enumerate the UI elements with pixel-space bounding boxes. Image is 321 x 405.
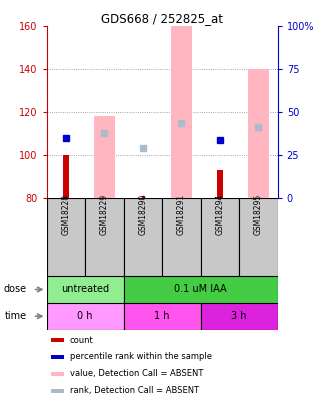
- Bar: [124, 303, 201, 330]
- Bar: [47, 276, 124, 303]
- Title: GDS668 / 252825_at: GDS668 / 252825_at: [101, 12, 223, 25]
- Bar: [94, 116, 115, 198]
- Text: GSM18291: GSM18291: [177, 194, 186, 235]
- Bar: [248, 69, 269, 198]
- Bar: [201, 303, 278, 330]
- Bar: [124, 198, 162, 276]
- Text: 0.1 uM IAA: 0.1 uM IAA: [174, 284, 227, 294]
- Text: 3 h: 3 h: [231, 311, 247, 321]
- Bar: [171, 26, 192, 198]
- Text: GSM18290: GSM18290: [138, 194, 147, 235]
- Text: value, Detection Call = ABSENT: value, Detection Call = ABSENT: [70, 369, 203, 378]
- Text: GSM18229: GSM18229: [100, 194, 109, 235]
- Text: untreated: untreated: [61, 284, 109, 294]
- Bar: [201, 198, 239, 276]
- Bar: [162, 198, 201, 276]
- Bar: [124, 276, 278, 303]
- Bar: [51, 338, 64, 342]
- Bar: [51, 355, 64, 359]
- Bar: [51, 372, 64, 376]
- Text: percentile rank within the sample: percentile rank within the sample: [70, 352, 212, 361]
- Text: rank, Detection Call = ABSENT: rank, Detection Call = ABSENT: [70, 386, 199, 395]
- Text: count: count: [70, 336, 93, 345]
- Bar: [63, 155, 69, 198]
- Text: GSM18295: GSM18295: [254, 194, 263, 235]
- Bar: [47, 198, 85, 276]
- Bar: [47, 303, 124, 330]
- Bar: [217, 170, 223, 198]
- Text: GSM18294: GSM18294: [215, 194, 224, 235]
- Bar: [85, 198, 124, 276]
- Text: dose: dose: [4, 284, 27, 294]
- Text: time: time: [5, 311, 27, 321]
- Bar: [51, 389, 64, 393]
- Text: 0 h: 0 h: [77, 311, 93, 321]
- Text: GSM18228: GSM18228: [61, 194, 70, 235]
- Bar: [239, 198, 278, 276]
- Text: 1 h: 1 h: [154, 311, 170, 321]
